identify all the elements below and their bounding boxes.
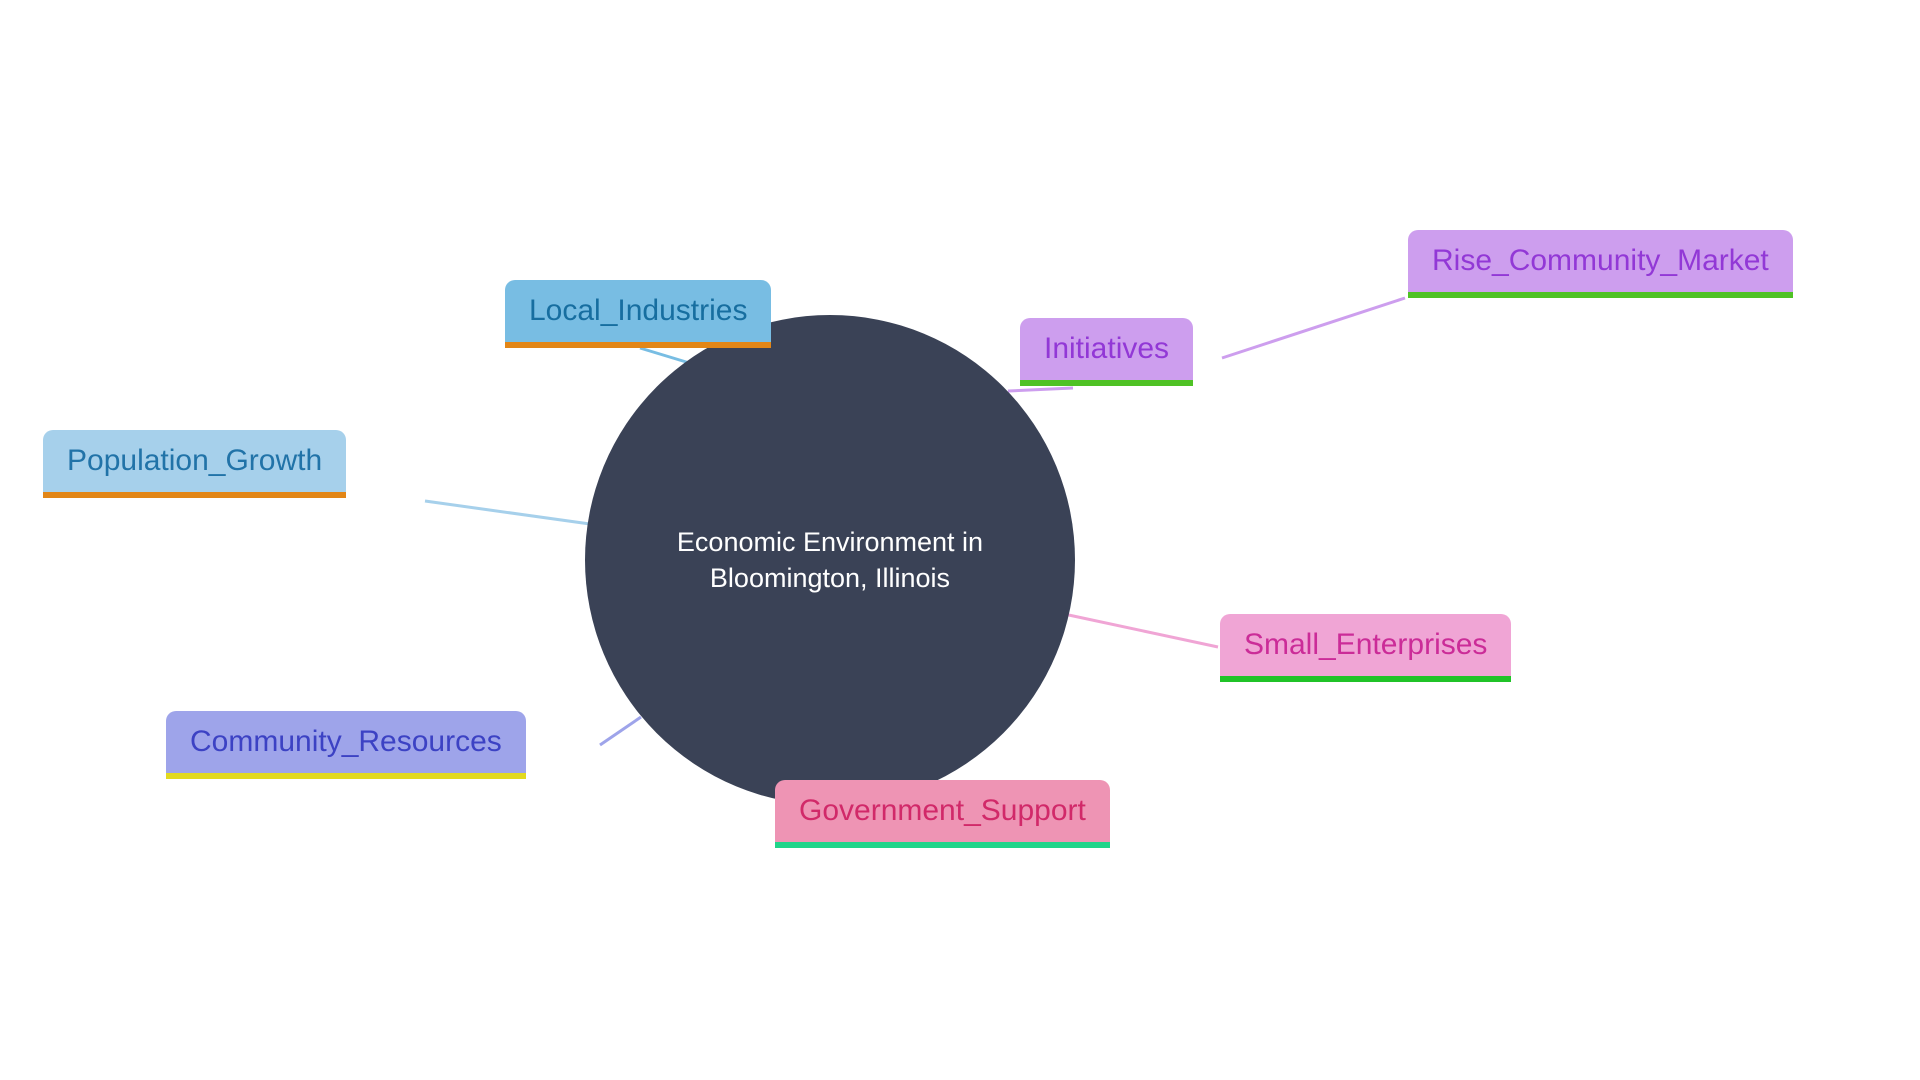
- node-label: Community_Resources: [190, 725, 502, 758]
- edge: [600, 717, 641, 745]
- center-node-label: Economic Environment in Bloomington, Ill…: [625, 524, 1035, 597]
- node-population_growth: Population_Growth: [43, 430, 346, 492]
- edge: [1064, 614, 1218, 647]
- mindmap-canvas: Economic Environment in Bloomington, Ill…: [0, 0, 1920, 1080]
- node-community_resources: Community_Resources: [166, 711, 526, 773]
- node-label: Population_Growth: [67, 444, 322, 477]
- node-initiatives: Initiatives: [1020, 318, 1193, 380]
- node-local_industries: Local_Industries: [505, 280, 771, 342]
- node-label: Local_Industries: [529, 294, 747, 327]
- node-label: Government_Support: [799, 794, 1086, 827]
- center-node: Economic Environment in Bloomington, Ill…: [585, 315, 1075, 805]
- edge: [1222, 298, 1405, 358]
- node-small_enterprises: Small_Enterprises: [1220, 614, 1511, 676]
- node-label: Small_Enterprises: [1244, 628, 1487, 661]
- node-label: Initiatives: [1044, 332, 1169, 365]
- node-label: Rise_Community_Market: [1432, 244, 1769, 277]
- edge: [425, 501, 590, 524]
- node-government_support: Government_Support: [775, 780, 1110, 842]
- node-rise_community_market: Rise_Community_Market: [1408, 230, 1793, 292]
- edge: [1008, 388, 1073, 391]
